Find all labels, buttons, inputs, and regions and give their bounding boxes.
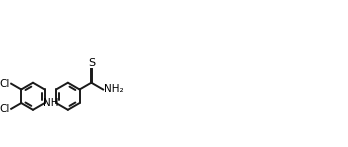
Text: Cl: Cl (0, 79, 10, 89)
Text: S: S (88, 58, 95, 68)
Text: NH₂: NH₂ (104, 85, 124, 95)
Text: NH: NH (43, 98, 58, 108)
Text: Cl: Cl (0, 104, 10, 114)
